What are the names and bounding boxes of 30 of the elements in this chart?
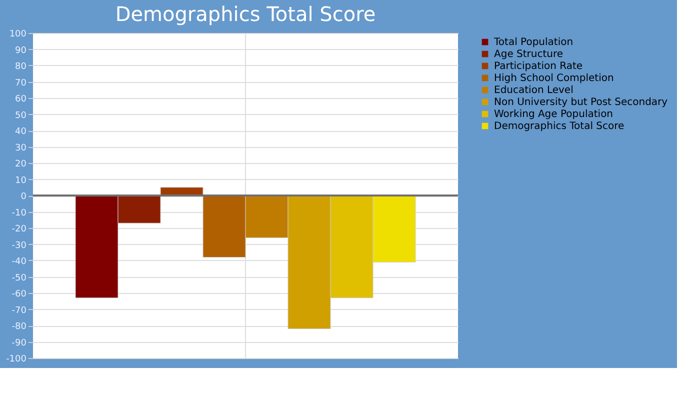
y-tick-label: 50 [15, 110, 27, 121]
y-tick-label: 0 [20, 192, 27, 202]
y-tick-label: -70 [12, 306, 27, 316]
y-tick-label: -50 [12, 273, 27, 284]
y-tick-label: -20 [12, 224, 27, 234]
legend-label: Education Level [494, 85, 574, 96]
y-tick-label: 30 [15, 143, 27, 154]
y-tick-label: 90 [15, 46, 27, 56]
y-tick-label: 20 [15, 160, 27, 170]
y-tick-label: -30 [12, 240, 27, 251]
y-tick-label: 100 [9, 30, 27, 40]
y-tick-label: -80 [12, 322, 27, 332]
y-tick-label: -60 [12, 290, 27, 300]
legend-label: Non University but Post Secondary [494, 97, 668, 108]
y-tick-label: 40 [15, 127, 27, 137]
chart-title: Demographics Total Score [115, 2, 376, 26]
y-tick-label: -90 [12, 338, 27, 348]
y-tick-label: 80 [15, 62, 27, 72]
legend-label: Age Structure [494, 49, 564, 60]
legend-label: Participation Rate [494, 61, 583, 72]
legend-label: Working Age Population [494, 109, 614, 120]
y-tick-label: -40 [12, 257, 27, 267]
y-tick-label: -100 [6, 354, 27, 364]
y-tick-label: 70 [15, 78, 27, 88]
legend-label: Demographics Total Score [494, 121, 624, 132]
legend-label: High School Completion [494, 73, 614, 84]
legend-label: Total Population [493, 37, 574, 48]
y-tick-label: 60 [15, 94, 27, 104]
y-tick-label: 10 [15, 176, 27, 186]
y-tick-label: -10 [12, 208, 27, 218]
